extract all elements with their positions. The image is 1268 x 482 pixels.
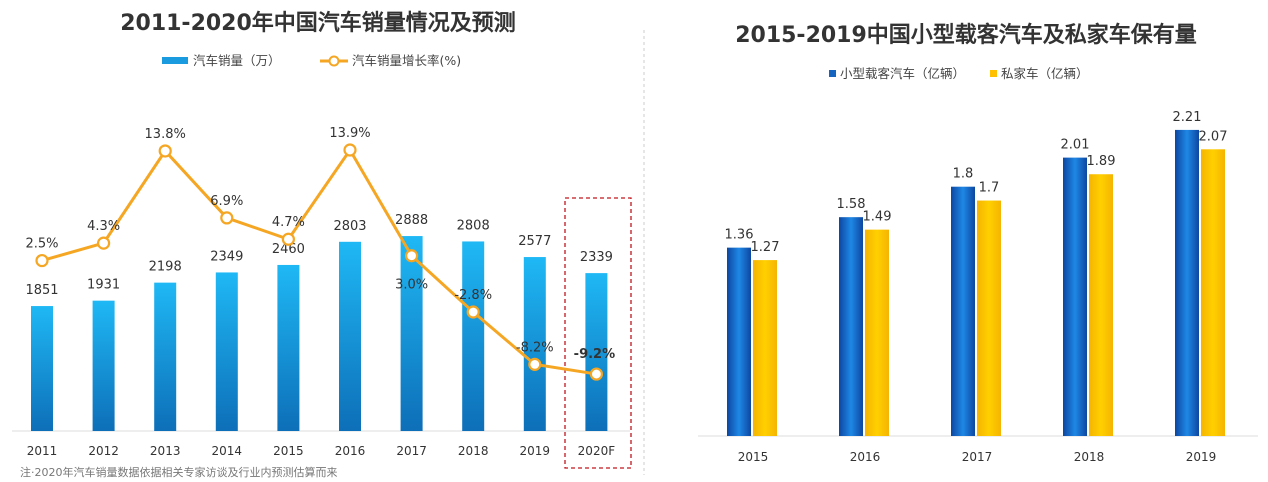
small-car-label: 1.58 bbox=[837, 197, 866, 212]
growth-rate-point bbox=[589, 367, 604, 381]
small-car-bar bbox=[1175, 129, 1199, 437]
x-tick-label: 2018 bbox=[458, 444, 489, 458]
legend-swatch-private-car bbox=[990, 70, 997, 77]
growth-rate-label: -2.8% bbox=[454, 288, 492, 303]
growth-rate-point bbox=[220, 211, 234, 225]
legend-bar-label: 汽车销量（万） bbox=[193, 53, 281, 68]
x-tick-label: 2016 bbox=[335, 444, 366, 458]
private-car-label: 1.49 bbox=[863, 210, 892, 225]
sales-bar-label: 2349 bbox=[210, 249, 243, 264]
x-tick-label: 2017 bbox=[962, 450, 993, 464]
sales-bar-label: 2577 bbox=[518, 234, 551, 249]
growth-rate-point bbox=[158, 144, 172, 158]
growth-rate-point bbox=[528, 357, 542, 371]
growth-rate-point bbox=[35, 253, 49, 268]
x-tick-label: 2014 bbox=[212, 444, 243, 458]
private-car-label: 1.89 bbox=[1087, 154, 1116, 169]
private-car-bar bbox=[1201, 149, 1225, 436]
sales-bar bbox=[215, 272, 238, 431]
private-car-bar bbox=[977, 200, 1001, 436]
chart2-legend: 小型载客汽车（亿辆） 私家车（亿辆） bbox=[829, 66, 1089, 81]
growth-rate-label: 4.3% bbox=[87, 219, 120, 234]
chart1-title: 2011-2020年中国汽车销量情况及预测 bbox=[120, 10, 516, 36]
growth-rate-point bbox=[466, 305, 480, 319]
small-car-bar bbox=[727, 247, 751, 436]
growth-rate-point bbox=[405, 249, 419, 263]
x-tick-label: 2015 bbox=[738, 450, 769, 464]
chart2-title: 2015-2019中国小型载客汽车及私家车保有量 bbox=[735, 22, 1197, 48]
small-car-label: 2.21 bbox=[1173, 110, 1202, 125]
x-tick-label: 2019 bbox=[1186, 450, 1217, 464]
sales-bar-label: 2808 bbox=[457, 218, 490, 233]
sales-bar-label: 2460 bbox=[272, 242, 305, 257]
growth-rate-label: 6.9% bbox=[210, 194, 243, 209]
x-tick-label: 2013 bbox=[150, 444, 181, 458]
x-tick-label: 2016 bbox=[850, 450, 881, 464]
private-car-label: 2.07 bbox=[1199, 129, 1228, 144]
small-car-bar bbox=[839, 217, 863, 436]
sales-bar-label: 1931 bbox=[87, 278, 120, 293]
x-tick-label: 2017 bbox=[396, 444, 427, 458]
private-car-bar bbox=[1089, 174, 1113, 437]
sales-bar bbox=[523, 257, 546, 431]
growth-rate-point bbox=[96, 236, 111, 250]
sales-bar-label: 2888 bbox=[395, 213, 428, 228]
sales-bar bbox=[92, 300, 115, 431]
growth-rate-label: 2.5% bbox=[25, 237, 58, 252]
sales-bar bbox=[585, 273, 608, 431]
private-car-bar bbox=[865, 229, 889, 436]
x-tick-label: 2015 bbox=[273, 444, 304, 458]
sales-bar-label: 1851 bbox=[25, 283, 58, 298]
sales-bar bbox=[277, 264, 300, 431]
growth-rate-label: 4.7% bbox=[272, 215, 305, 230]
growth-rate-label: 13.9% bbox=[329, 126, 370, 141]
legend-swatch-small-car bbox=[829, 70, 836, 77]
legend-line-label: 汽车销量增长率(%) bbox=[352, 53, 461, 68]
small-car-label: 1.36 bbox=[725, 228, 754, 243]
x-tick-label: 2012 bbox=[88, 444, 119, 458]
legend-line-marker bbox=[328, 55, 340, 67]
sales-bar bbox=[400, 236, 423, 431]
growth-rate-point bbox=[343, 143, 357, 157]
x-tick-label: 2018 bbox=[1074, 450, 1105, 464]
sales-bar-label: 2339 bbox=[580, 250, 613, 265]
growth-rate-label: 13.8% bbox=[145, 127, 186, 142]
chart1-legend: 汽车销量（万） 汽车销量增长率(%) bbox=[162, 53, 461, 68]
small-car-bar bbox=[951, 186, 975, 436]
sales-bar-label: 2803 bbox=[333, 219, 366, 234]
sales-bar bbox=[154, 282, 177, 431]
growth-rate-label: -8.2% bbox=[516, 340, 554, 355]
legend-label-small-car: 小型载客汽车（亿辆） bbox=[840, 66, 965, 81]
growth-rate-point bbox=[281, 232, 295, 246]
sales-bar bbox=[339, 241, 361, 431]
small-car-bar bbox=[1063, 157, 1087, 437]
growth-rate-label: 3.0% bbox=[395, 278, 428, 293]
sales-bar bbox=[31, 306, 53, 431]
small-car-label: 2.01 bbox=[1061, 138, 1090, 153]
private-car-label: 1.7 bbox=[979, 181, 1000, 196]
sales-bar bbox=[462, 241, 485, 431]
legend-bar-swatch bbox=[162, 57, 188, 64]
private-car-label: 1.27 bbox=[751, 240, 780, 255]
small-car-label: 1.8 bbox=[953, 167, 974, 182]
legend-label-private-car: 私家车（亿辆） bbox=[1001, 66, 1089, 81]
x-tick-label: 2011 bbox=[27, 444, 58, 458]
growth-rate-line bbox=[41, 147, 597, 376]
x-tick-label: 2020F bbox=[578, 444, 616, 458]
chart1-note: 注·2020年汽车销量数据依据相关专家访谈及行业内预测估算而来 bbox=[20, 465, 338, 479]
growth-rate-label: -9.2% bbox=[574, 347, 615, 362]
sales-bar-label: 2198 bbox=[149, 260, 182, 275]
x-tick-label: 2019 bbox=[520, 444, 551, 458]
private-car-bar bbox=[753, 260, 777, 436]
